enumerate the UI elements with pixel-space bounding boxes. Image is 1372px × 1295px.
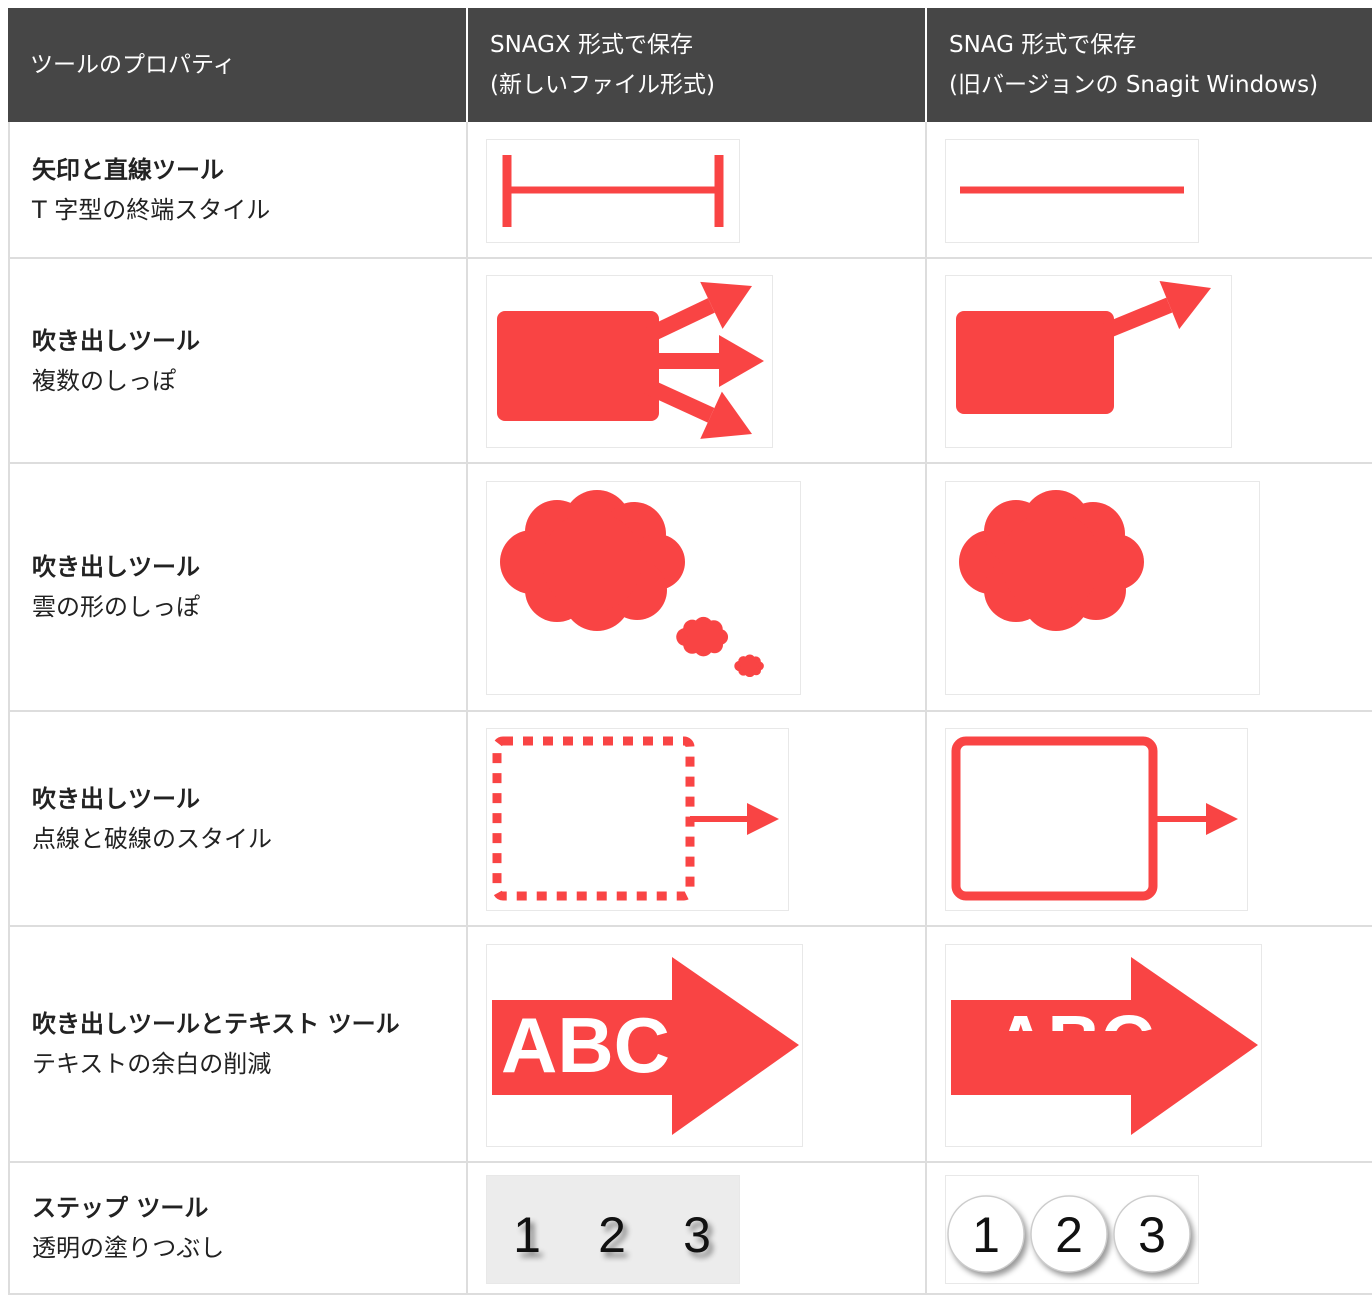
illustration-text: ABC	[994, 1000, 1154, 1083]
step-number: 1	[972, 1207, 1000, 1263]
row-subtitle: T 字型の終端スタイル	[32, 195, 271, 224]
property-cell: ステップ ツール 透明の塗りつぶし	[8, 1163, 466, 1295]
illustration	[945, 275, 1232, 448]
row-subtitle: 雲の形のしっぽ	[32, 593, 200, 621]
image-cell	[466, 712, 925, 927]
row-title: 吹き出しツールとテキスト ツール	[32, 1010, 400, 1038]
image-cell: ABC	[925, 927, 1372, 1163]
step-number: 3	[683, 1207, 711, 1263]
property-cell: 吹き出しツールとテキスト ツール テキストの余白の削減	[8, 927, 466, 1163]
header-cell: ツールのプロパティ	[8, 8, 466, 122]
illustration	[486, 139, 740, 243]
step-number: 1	[513, 1207, 541, 1263]
image-cell	[466, 122, 925, 259]
illustration-text: ABC	[501, 1001, 670, 1089]
image-cell	[925, 712, 1372, 927]
illustration	[945, 728, 1248, 911]
row-title: 矢印と直線ツール	[32, 155, 224, 184]
step-number: 2	[1055, 1207, 1083, 1263]
property-cell: 吹き出しツール 雲の形のしっぽ	[8, 464, 466, 712]
illustration	[486, 275, 773, 448]
image-cell	[925, 464, 1372, 712]
image-cell: ABC	[466, 927, 925, 1163]
illustration	[945, 139, 1199, 243]
header-cell: SNAG 形式で保存 (旧バージョンの Snagit Windows)	[925, 8, 1372, 122]
row-title: 吹き出しツール	[32, 326, 200, 355]
row-subtitle: 透明の塗りつぶし	[32, 1234, 225, 1262]
step-number: 2	[598, 1207, 626, 1263]
image-cell	[466, 464, 925, 712]
row-subtitle: 点線と破線のスタイル	[32, 824, 272, 853]
image-cell	[466, 259, 925, 464]
property-cell: 吹き出しツール 複数のしっぽ	[8, 259, 466, 464]
row-title: ステップ ツール	[32, 1194, 209, 1222]
image-cell	[925, 122, 1372, 259]
illustration	[486, 728, 789, 911]
header-line: (新しいファイル形式)	[490, 72, 715, 98]
row-subtitle: テキストの余白の削減	[32, 1050, 272, 1078]
image-cell	[925, 259, 1372, 464]
image-cell: 1 2 3	[466, 1163, 925, 1295]
header-line: ツールのプロパティ	[30, 52, 236, 78]
header-line: (旧バージョンの Snagit Windows)	[949, 72, 1319, 98]
property-cell: 吹き出しツール点線と破線のスタイル	[8, 712, 466, 927]
illustration	[945, 481, 1260, 695]
illustration: ABC	[945, 944, 1262, 1147]
property-cell: 矢印と直線ツール T 字型の終端スタイル	[8, 122, 466, 259]
header-cell: SNAGX 形式で保存 (新しいファイル形式)	[466, 8, 925, 122]
step-number: 3	[1138, 1207, 1166, 1263]
header-line: SNAG 形式で保存	[949, 32, 1137, 58]
header-line: SNAGX 形式で保存	[490, 32, 694, 58]
illustration	[486, 481, 801, 695]
illustration: 1 2 3	[486, 1175, 740, 1284]
row-title: 吹き出しツール	[32, 784, 200, 813]
illustration: ABC	[486, 944, 803, 1147]
row-subtitle: 複数のしっぽ	[32, 366, 176, 395]
row-title: 吹き出しツール	[32, 553, 200, 581]
